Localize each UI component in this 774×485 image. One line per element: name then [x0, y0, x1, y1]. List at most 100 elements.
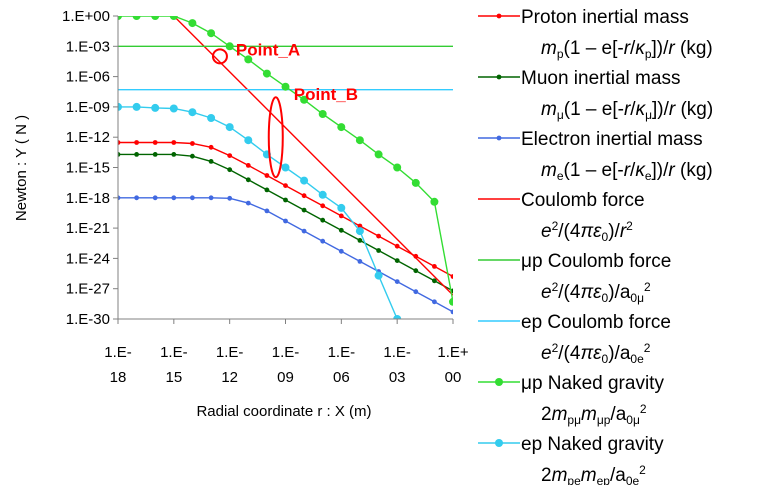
series-2 [118, 195, 453, 315]
y-tick-label: 1.E-15 [66, 160, 110, 177]
x-axis-label: Radial coordinate r : X (m) [196, 403, 371, 420]
legend-formula: 2mpemep/a0e2 [541, 463, 646, 485]
legend-formula: e2/(4πε0)/a0e2 [541, 341, 651, 366]
data-point [152, 195, 158, 201]
data-point [394, 279, 400, 284]
data-point [208, 195, 214, 201]
y-tick-label: 1.E-18 [66, 190, 110, 207]
data-point [132, 16, 141, 20]
data-point [318, 190, 327, 199]
data-point [225, 42, 234, 51]
x-tick-layer: 1.E- 18 1.E- 15 1.E- 12 1.E- 09 1.E- 06 1.E- 03 1.E+… [104, 319, 469, 386]
legend: Proton inertial mass mp(1 – e[-r/κp])/r (… [478, 7, 713, 485]
data-point [430, 197, 439, 206]
x-tick-label-line1: 1.E- [383, 344, 411, 361]
data-point [227, 167, 233, 173]
legend-formula: 2mpμmμp/a0μ2 [541, 402, 647, 427]
y-tick-label: 1.E-06 [66, 69, 110, 86]
data-point [281, 82, 290, 91]
legend-label: Electron inertial mass [521, 129, 703, 150]
data-point [169, 16, 178, 20]
data-point [355, 227, 364, 236]
legend-entry-0: Proton inertial mass mp(1 – e[-r/κp])/r (… [478, 7, 713, 61]
series-line [118, 106, 398, 319]
data-point [264, 173, 270, 178]
data-point [151, 16, 160, 20]
data-point [152, 140, 158, 145]
data-point [318, 110, 327, 118]
data-point [413, 289, 419, 295]
x-tick-label-line1: 1.E- [160, 344, 188, 361]
data-point [283, 218, 288, 224]
x-tick-label-line2: 09 [277, 369, 294, 386]
data-point [264, 187, 270, 193]
data-point [118, 102, 122, 111]
data-point [374, 271, 383, 280]
data-point [227, 153, 233, 159]
data-point [118, 195, 121, 201]
data-point [432, 264, 437, 269]
data-point [376, 248, 381, 253]
data-point [355, 136, 364, 145]
data-point [301, 228, 307, 234]
data-point [152, 152, 158, 157]
data-point [432, 299, 437, 305]
y-tick-label: 1.E-03 [66, 38, 110, 55]
legend-swatch-marker [496, 13, 502, 19]
data-point [450, 274, 453, 279]
data-point [134, 195, 140, 201]
data-point [374, 150, 383, 159]
data-point [337, 123, 346, 132]
legend-entry-4: μp Coulomb force e2/(4πε0)/a0μ2 [478, 251, 671, 305]
data-point [300, 95, 309, 104]
data-point [411, 178, 420, 187]
data-point [413, 268, 419, 274]
legend-label: μp Naked gravity [521, 373, 664, 394]
data-point [283, 183, 288, 189]
x-tick-label-line1: 1.E- [328, 344, 356, 361]
series-0 [118, 140, 453, 279]
data-point [376, 233, 381, 239]
y-axis-label: Newton : Y ( N ) [13, 115, 30, 221]
data-point [190, 141, 195, 146]
data-point [134, 140, 140, 145]
data-point [357, 259, 363, 264]
legend-entry-3: Coulomb force e2/(4πε0)/r2 [478, 190, 645, 244]
data-point [244, 136, 253, 145]
annotation-layer: Point_A Point_B [211, 40, 358, 179]
y-tick-label: 1.E-24 [66, 250, 110, 267]
data-point [394, 243, 400, 249]
data-point [245, 200, 251, 206]
legend-swatch-marker [496, 74, 502, 80]
data-point [357, 238, 363, 243]
legend-swatch-marker [495, 378, 503, 386]
legend-label: Proton inertial mass [521, 7, 689, 28]
legend-formula: e2/(4πε0)/r2 [541, 219, 633, 244]
series-7 [118, 102, 402, 319]
x-tick-label-line1: 1.E- [104, 344, 132, 361]
data-point [190, 195, 195, 201]
legend-label: ep Coulomb force [521, 312, 671, 333]
legend-formula: mp(1 – e[-r/κp])/r (kg) [541, 38, 713, 61]
x-tick-label-line2: 12 [221, 369, 238, 386]
data-point [208, 159, 214, 164]
data-point [283, 197, 288, 203]
y-tick-label: 1.E+00 [62, 8, 110, 25]
annotation-circle [211, 48, 228, 65]
data-point [245, 177, 251, 183]
data-point [245, 163, 251, 168]
series-1 [118, 152, 453, 294]
data-point [320, 217, 326, 223]
data-point [264, 208, 270, 214]
x-tick-label-line1: 1.E- [272, 344, 300, 361]
legend-swatch-marker [496, 135, 502, 141]
y-tick-label: 1.E-30 [66, 311, 110, 328]
data-point [134, 152, 140, 157]
data-point [151, 103, 160, 112]
data-point [338, 213, 344, 219]
data-point [171, 152, 177, 157]
data-point [132, 102, 141, 111]
data-point [320, 203, 326, 209]
data-point [393, 163, 402, 172]
x-tick-label-line1: 1.E+ [437, 344, 469, 361]
